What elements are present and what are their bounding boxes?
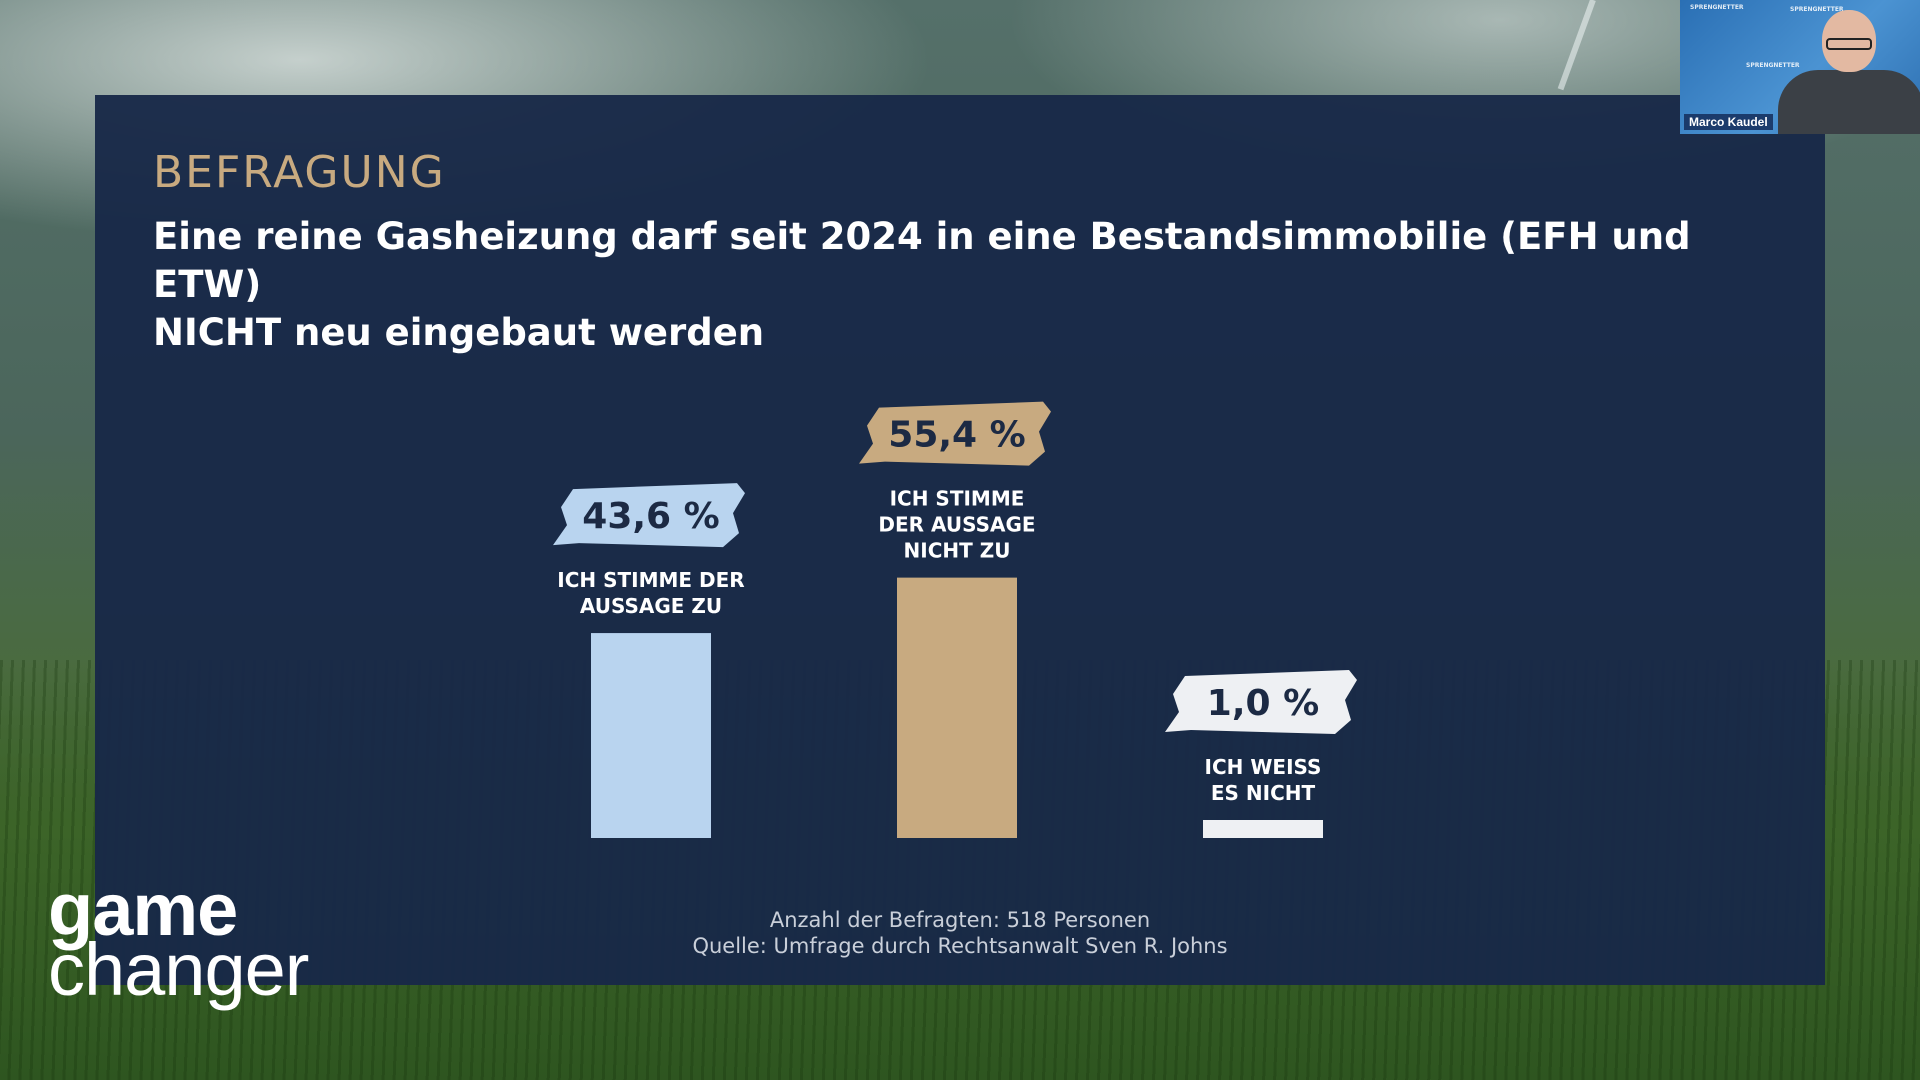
category-label-1-line-1: ICH STIMME DER: [557, 568, 744, 592]
value-label-2: 55,4 %: [888, 415, 1025, 456]
bar-1: [591, 633, 711, 838]
webcam-brand-3: SPRENGNETTER: [1746, 62, 1800, 69]
slide-title-line-1: Eine reine Gasheizung darf seit 2024 in …: [153, 215, 1691, 306]
category-label-3-line-1: ICH WEISS: [1205, 755, 1322, 779]
footnote-respondents: Anzahl der Befragten: 518 Personen: [769, 908, 1151, 932]
category-label-2-line-3: NICHT ZU: [904, 539, 1011, 563]
webcam-person-head: [1822, 10, 1876, 72]
category-label-2-line-2: DER AUSSAGE: [878, 513, 1035, 537]
category-label-2-line-1: ICH STIMME: [890, 487, 1025, 511]
footnote-source: Quelle: Umfrage durch Rechtsanwalt Sven …: [692, 934, 1228, 958]
category-label-3-line-2: ES NICHT: [1211, 781, 1316, 805]
value-label-1: 43,6 %: [582, 496, 719, 537]
webcam-video-tile[interactable]: SPRENGNETTER SPRENGNETTER SPRENGNETTER M…: [1680, 0, 1920, 134]
logo-line-2: changer: [48, 928, 309, 1011]
webcam-brand-2: SPRENGNETTER: [1790, 6, 1844, 13]
slide-title-line-2: NICHT neu eingebaut werden: [153, 311, 765, 354]
logo-line-1: game: [48, 868, 238, 951]
webcam-name-tag: Marco Kaudel: [1684, 114, 1773, 130]
presentation-slide: BEFRAGUNG Eine reine Gasheizung darf sei…: [95, 95, 1825, 985]
category-label-1-line-2: AUSSAGE ZU: [580, 594, 722, 618]
value-badge-2: [859, 401, 1051, 466]
webcam-brand-1: SPRENGNETTER: [1690, 4, 1744, 11]
value-badge-1: [553, 483, 745, 548]
slide-title: Eine reine Gasheizung darf seit 2024 in …: [153, 213, 1793, 357]
bar-2: [897, 577, 1017, 838]
slide-kicker: BEFRAGUNG: [153, 147, 446, 198]
webcam-person-glasses: [1826, 38, 1872, 50]
webcam-person-body: [1778, 70, 1920, 134]
value-label-3: 1,0 %: [1207, 683, 1319, 724]
game-changer-logo: game changer: [48, 868, 309, 1011]
background-wind-turbine: [1557, 0, 1596, 91]
bar-3: [1203, 820, 1323, 838]
value-badge-3: [1165, 670, 1357, 734]
